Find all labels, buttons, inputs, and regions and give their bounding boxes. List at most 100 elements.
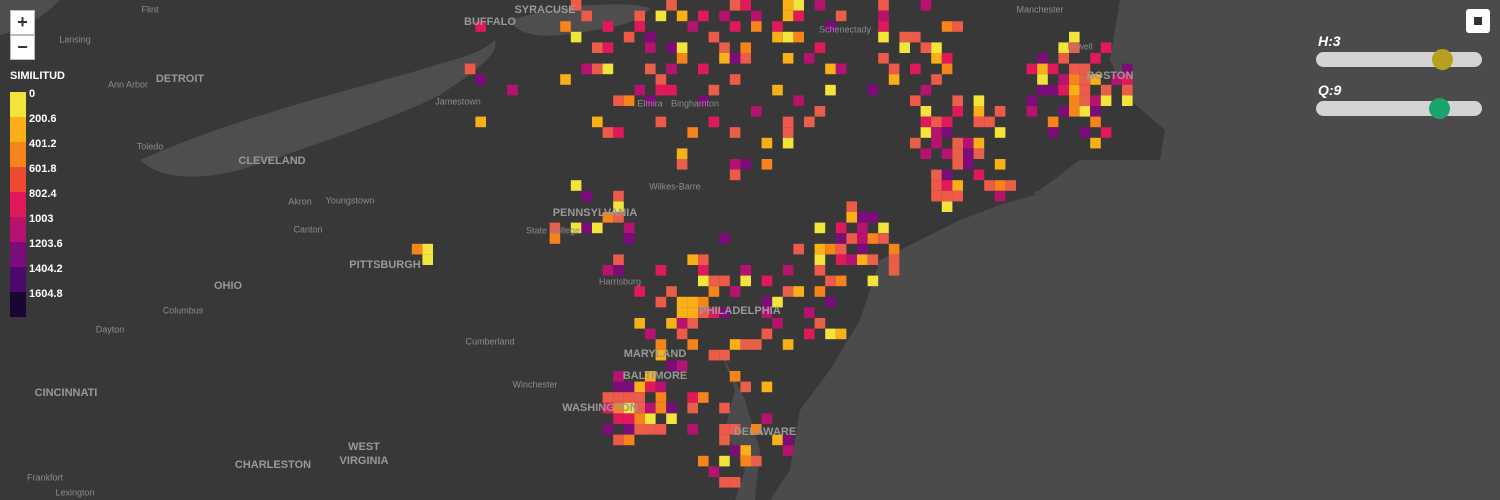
- slider[interactable]: Q:9: [1316, 82, 1482, 119]
- similarity-cell: [910, 63, 921, 75]
- similarity-cell: [729, 477, 741, 488]
- legend-row: 1203.6: [10, 238, 65, 267]
- similarity-cell: [772, 296, 783, 308]
- similarity-cell: [687, 318, 698, 329]
- similarity-cell: [1058, 84, 1069, 96]
- similarity-cell: [782, 0, 794, 11]
- similarity-cell: [1047, 127, 1059, 138]
- similarity-cell: [729, 127, 741, 138]
- similarity-cell: [729, 21, 741, 32]
- similarity-cell: [835, 243, 847, 255]
- similarity-cell: [952, 190, 963, 202]
- similarity-cell: [698, 95, 709, 106]
- similarity-cell: [687, 254, 698, 265]
- similarity-cell: [857, 212, 868, 223]
- similarity-cell: [846, 201, 857, 212]
- place-label: PHILADELPHIA: [699, 305, 780, 317]
- similarity-cell: [1079, 106, 1091, 117]
- similarity-cell: [687, 127, 698, 138]
- similarity-cell: [623, 413, 635, 424]
- similarity-cell: [549, 222, 561, 234]
- similarity-cell: [814, 106, 826, 117]
- similarity-cell: [1069, 42, 1080, 53]
- place-label: Manchester: [1016, 4, 1063, 14]
- place-label: BALTIMORE: [623, 370, 688, 382]
- legend-label: 802.4: [29, 188, 57, 200]
- similarity-cell: [1090, 95, 1101, 106]
- slider[interactable]: H:3: [1316, 33, 1482, 70]
- similarity-cell: [1090, 137, 1101, 149]
- similarity-cell: [687, 307, 698, 318]
- similarity-cell: [645, 402, 656, 414]
- similarity-cell: [549, 233, 561, 244]
- place-label: Flint: [141, 4, 159, 14]
- place-label: MARYLAND: [624, 348, 687, 360]
- similarity-cell: [581, 10, 592, 22]
- similarity-cell: [740, 0, 751, 11]
- similarity-cell: [782, 265, 794, 276]
- zoom-out-button[interactable]: −: [10, 35, 35, 60]
- similarity-cell: [645, 371, 656, 382]
- similarity-cell: [623, 392, 635, 403]
- similarity-cell: [613, 371, 624, 382]
- similarity-cell: [825, 243, 836, 255]
- similarity-cell: [719, 349, 730, 361]
- similarity-cell: [666, 63, 677, 75]
- similarity-cell: [698, 275, 709, 287]
- similarity-cell: [655, 392, 667, 403]
- similarity-cell: [655, 339, 667, 350]
- place-label: Schenectady: [819, 24, 872, 34]
- similarity-cell: [878, 53, 889, 64]
- similarity-cell: [751, 455, 762, 467]
- similarity-cell: [581, 63, 592, 75]
- similarity-cell: [878, 21, 889, 32]
- similarity-cell: [666, 42, 677, 53]
- legend-row: 601.8: [10, 163, 65, 192]
- similarity-cell: [931, 180, 942, 191]
- similarity-cell: [634, 413, 645, 424]
- similarity-cell: [804, 53, 815, 64]
- similarity-cell: [708, 275, 720, 287]
- legend-row: 200.6: [10, 113, 65, 142]
- slider-knob[interactable]: [1429, 98, 1450, 119]
- similarity-cell: [920, 0, 932, 11]
- similarity-cell: [475, 21, 486, 32]
- similarity-cell: [708, 466, 720, 477]
- slider-knob[interactable]: [1432, 49, 1453, 70]
- legend-swatch: [10, 142, 26, 167]
- place-label: Columbus: [163, 305, 204, 315]
- similarity-cell: [623, 402, 635, 414]
- similarity-cell: [592, 63, 603, 75]
- similarity-cell: [1026, 95, 1038, 106]
- stop-button[interactable]: [1466, 9, 1490, 33]
- similarity-cell: [729, 424, 741, 435]
- similarity-cell: [1090, 74, 1101, 85]
- similarity-cell: [941, 63, 953, 75]
- similarity-cell: [676, 159, 688, 170]
- similarity-cell: [666, 0, 677, 11]
- similarity-cell: [835, 275, 847, 287]
- similarity-cell: [645, 328, 656, 340]
- similarity-cell: [782, 116, 794, 128]
- similarity-cell: [708, 307, 720, 318]
- similarity-cell: [676, 148, 688, 159]
- similarity-cell: [645, 413, 656, 424]
- similarity-cell: [634, 392, 645, 403]
- zoom-in-button[interactable]: +: [10, 10, 35, 35]
- legend-row: 1404.2: [10, 263, 65, 292]
- similarity-cell: [761, 328, 773, 340]
- similarity-cell: [1069, 106, 1080, 117]
- similarity-cell: [952, 180, 963, 191]
- similarity-cell: [666, 318, 677, 329]
- similarity-cell: [920, 106, 932, 117]
- similarity-cell: [602, 392, 614, 403]
- similarity-cell: [761, 159, 773, 170]
- similarity-cell: [708, 116, 720, 128]
- similarity-cell: [952, 95, 963, 106]
- similarity-cell: [623, 381, 635, 393]
- place-label: DETROIT: [156, 73, 205, 85]
- similarity-cell: [719, 424, 730, 435]
- similarity-cell: [719, 10, 730, 22]
- similarity-cell: [719, 53, 730, 64]
- similarity-cell: [613, 434, 624, 446]
